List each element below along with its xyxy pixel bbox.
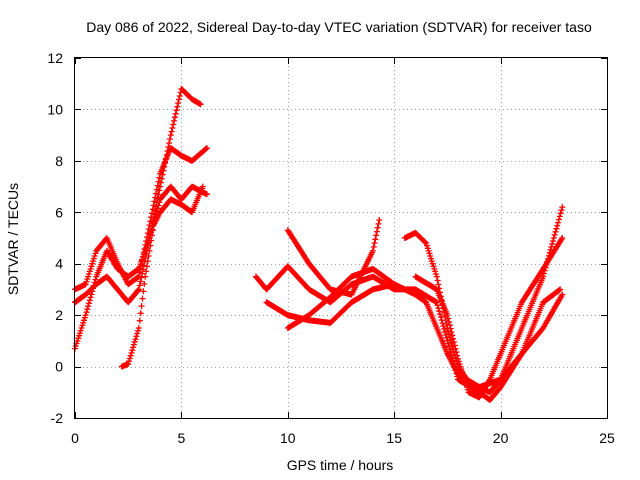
data-point-markers	[284, 217, 383, 298]
y-axis-label: SDTVAR / TECUs	[5, 183, 21, 295]
y-tick-label: 10	[47, 101, 63, 117]
series-track-b	[72, 145, 210, 293]
x-axis-label: GPS time / hours	[287, 457, 394, 473]
data-point-markers	[284, 265, 398, 331]
series-track-e	[252, 263, 564, 403]
data-point-markers	[72, 183, 210, 306]
series-track-c	[72, 183, 210, 306]
grid	[75, 58, 607, 418]
data-point-markers	[72, 85, 204, 352]
series-track-d	[118, 183, 206, 370]
x-tick-label: 25	[599, 430, 615, 446]
x-ticks: 0 5 10 15 20 25	[71, 58, 615, 446]
series-track-h	[284, 265, 398, 331]
series-track-a	[72, 85, 204, 352]
y-tick-label: -2	[51, 410, 64, 426]
x-tick-label: 15	[386, 430, 402, 446]
x-tick-label: 10	[280, 430, 296, 446]
series-track-j	[412, 235, 566, 401]
x-tick-label: 20	[493, 430, 509, 446]
y-tick-label: 0	[55, 359, 63, 375]
plot-frame	[74, 57, 608, 419]
chart-title: Day 086 of 2022, Sidereal Day-to-day VTE…	[86, 19, 592, 35]
y-tick-label: 12	[47, 50, 63, 66]
data-point-markers	[252, 263, 564, 403]
y-tick-label: 4	[55, 256, 63, 272]
y-ticks: -2 0 2 4 6 8 10 12	[47, 50, 607, 426]
y-tick-label: 6	[55, 204, 63, 220]
data-point-markers	[72, 145, 210, 293]
series-track-g	[284, 217, 383, 298]
y-tick-label: 2	[55, 307, 63, 323]
x-tick-label: 0	[71, 430, 79, 446]
data-point-markers	[118, 183, 206, 370]
data-point-markers	[412, 235, 566, 401]
data-marks	[72, 85, 566, 403]
y-tick-label: 8	[55, 153, 63, 169]
x-tick-label: 5	[178, 430, 186, 446]
